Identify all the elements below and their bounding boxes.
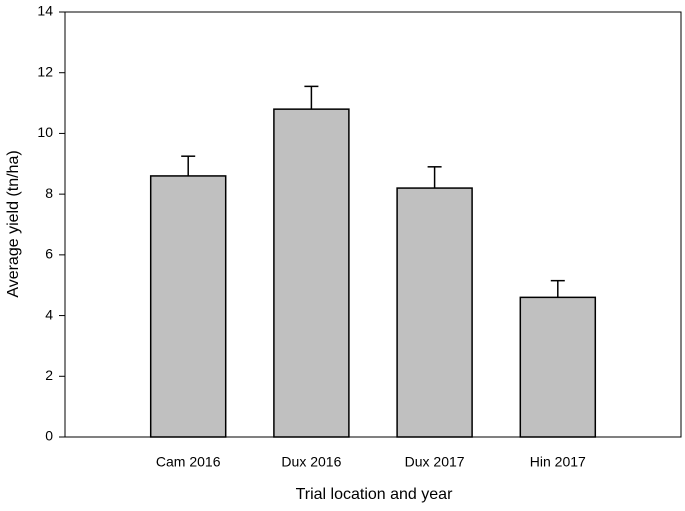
y-tick-label: 0 xyxy=(45,428,53,444)
y-axis-title: Average yield (tn/ha) xyxy=(5,150,22,297)
bar xyxy=(519,296,597,438)
bar xyxy=(396,187,473,438)
y-tick-label: 4 xyxy=(45,306,53,322)
y-tick-label: 2 xyxy=(45,367,53,383)
bar xyxy=(273,108,350,438)
y-tick-label: 10 xyxy=(37,124,53,140)
y-tick-label: 14 xyxy=(37,3,53,19)
x-axis-title: Trial location and year xyxy=(296,486,453,503)
y-tick-label: 8 xyxy=(45,185,53,201)
bar xyxy=(149,175,227,438)
y-tick-label: 6 xyxy=(45,246,53,262)
y-tick-label: 12 xyxy=(37,63,53,79)
x-tick-label: Hin 2017 xyxy=(530,454,586,470)
plot-frame xyxy=(64,11,682,438)
x-tick-label: Dux 2017 xyxy=(405,454,465,470)
x-tick-label: Cam 2016 xyxy=(156,454,221,470)
x-tick-label: Dux 2016 xyxy=(281,454,341,470)
